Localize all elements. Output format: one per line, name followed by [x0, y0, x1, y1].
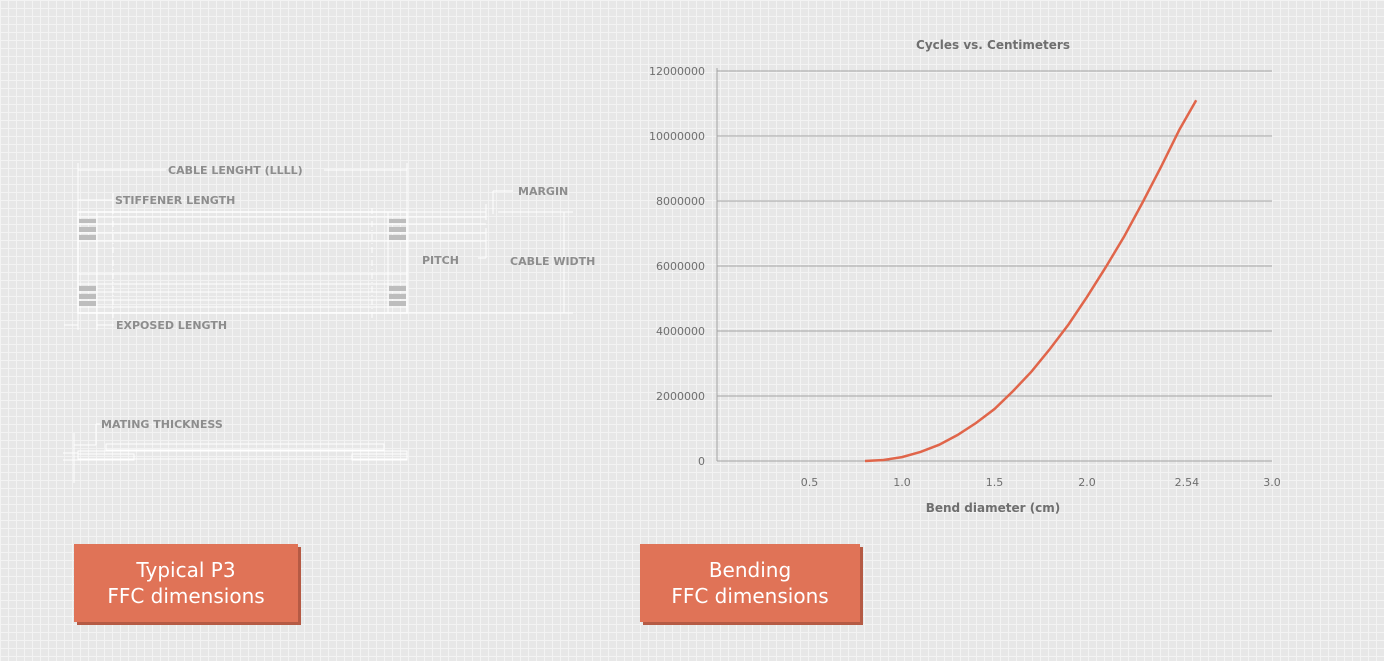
y-tick-label: 8000000: [656, 195, 705, 208]
cable-width-dimension: CABLE WIDTH: [407, 211, 595, 314]
cable-length-label: CABLE LENGHT (LLLL): [168, 164, 303, 177]
bending-badge-line2: FFC dimensions: [671, 584, 829, 608]
y-tick-label: 6000000: [656, 260, 705, 273]
mating-thickness-label: MATING THICKNESS: [101, 418, 223, 431]
bending-badge: Bending FFC dimensions: [640, 544, 860, 622]
typical-p3-badge-line1: Typical P3: [136, 558, 236, 582]
x-tick-label: 2.54: [1175, 476, 1200, 489]
x-tick-label: 2.0: [1078, 476, 1096, 489]
x-tick-label: 0.5: [801, 476, 819, 489]
x-tick-labels: 0.5 1.0 1.5 2.0 2.54 3.0: [801, 476, 1281, 489]
y-tick-label: 10000000: [649, 130, 705, 143]
typical-p3-badge-line2: FFC dimensions: [107, 584, 265, 608]
margin-label: MARGIN: [518, 185, 568, 198]
typical-p3-badge: Typical P3 FFC dimensions: [74, 544, 298, 622]
exposed-length-dimension: EXPOSED LENGTH: [64, 313, 227, 332]
cycles-curve: [864, 99, 1198, 463]
x-tick-label: 1.0: [893, 476, 911, 489]
pitch-label: PITCH: [422, 254, 459, 267]
margin-dimension: MARGIN: [407, 185, 568, 225]
y-tick-label: 2000000: [656, 390, 705, 403]
ffc-dimension-diagram: CABLE LENGHT (LLLL) STIFFENER LENGTH: [63, 163, 595, 483]
y-tick-label: 4000000: [656, 325, 705, 338]
y-gridlines: [717, 70, 1272, 397]
y-tick-label: 0: [698, 455, 705, 468]
bending-badge-line1: Bending: [708, 558, 792, 582]
mating-thickness-view: MATING THICKNESS: [63, 418, 408, 483]
main-canvas: CABLE LENGHT (LLLL) STIFFENER LENGTH: [63, 38, 1281, 515]
y-tick-labels: 0 2000000 4000000 6000000 8000000 10000000 120…: [649, 65, 705, 468]
cable-length-dimension: CABLE LENGHT (LLLL): [77, 163, 408, 213]
page-frame: CABLE LENGHT (LLLL) STIFFENER LENGTH: [8, 8, 1374, 653]
y-tick-label: 12000000: [649, 65, 705, 78]
x-axis-title: Bend diameter (cm): [926, 501, 1061, 515]
exposed-length-label: EXPOSED LENGTH: [116, 319, 227, 332]
bending-chart: Cycles vs. Centimeters 0 2000000 4000000 60…: [649, 38, 1281, 515]
stiffener-length-label: STIFFENER LENGTH: [115, 194, 235, 207]
x-tick-label: 1.5: [986, 476, 1004, 489]
pitch-dimension: PITCH: [407, 228, 487, 267]
x-tick-label: 3.0: [1263, 476, 1281, 489]
chart-title: Cycles vs. Centimeters: [916, 38, 1070, 52]
cable-width-label: CABLE WIDTH: [510, 255, 595, 268]
stiffener-length-dimension: STIFFENER LENGTH: [77, 193, 235, 213]
ffc-cable-body: [77, 208, 408, 318]
